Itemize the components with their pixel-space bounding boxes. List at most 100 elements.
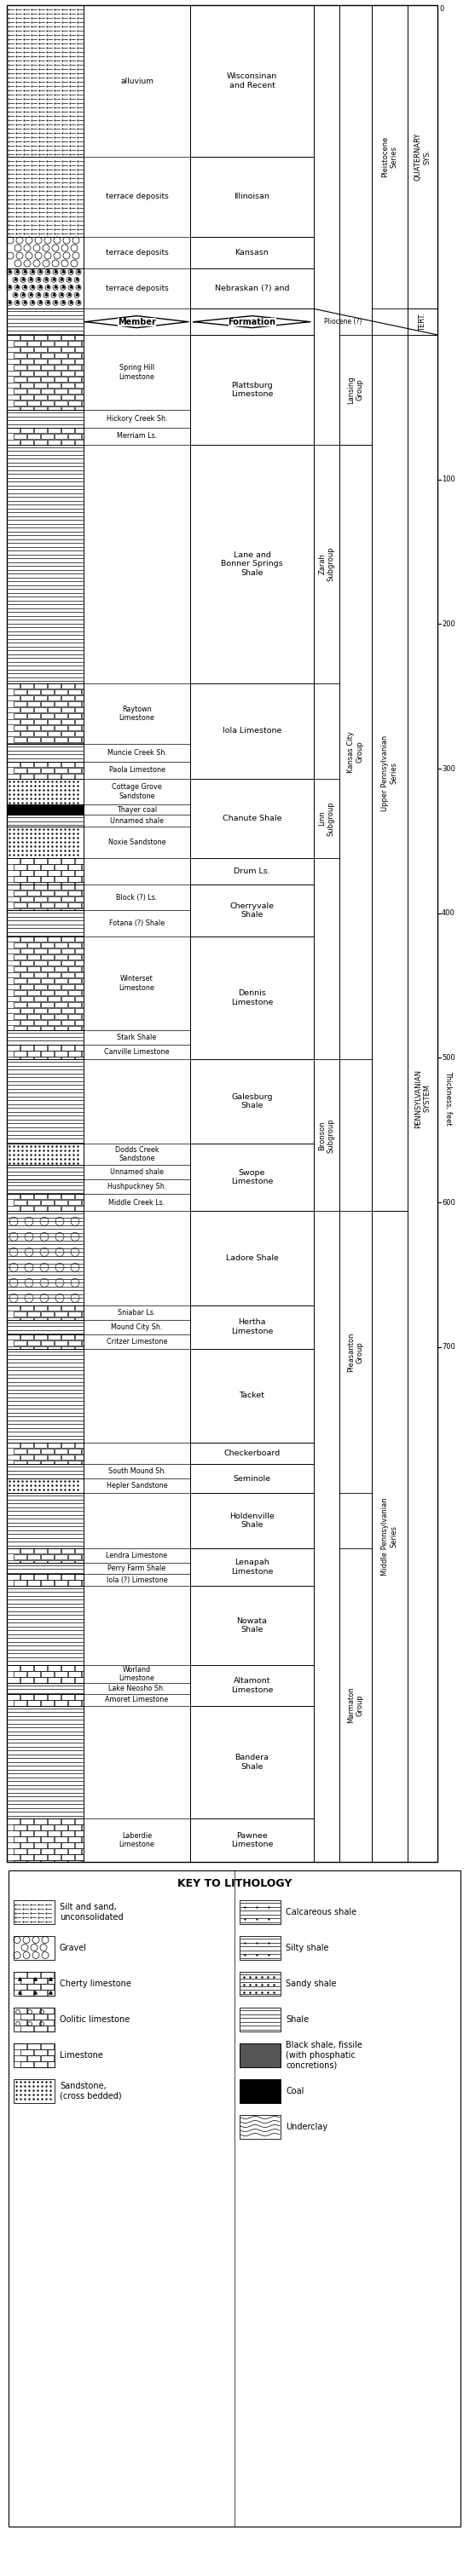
Bar bbox=[14, 2020, 27, 2025]
Text: Dodds Creek
Sandstone: Dodds Creek Sandstone bbox=[115, 1146, 159, 1162]
Bar bbox=[41, 989, 54, 997]
Bar bbox=[7, 348, 20, 353]
Bar bbox=[34, 984, 47, 989]
Bar bbox=[75, 884, 83, 889]
Bar bbox=[41, 902, 54, 907]
Bar bbox=[21, 719, 33, 724]
Bar bbox=[27, 2020, 40, 2025]
Bar bbox=[82, 724, 83, 732]
Bar bbox=[7, 1164, 83, 1180]
Bar bbox=[75, 394, 83, 399]
Text: Linn
Subgroup: Linn Subgroup bbox=[318, 801, 335, 835]
Bar bbox=[68, 389, 81, 394]
Bar bbox=[21, 384, 33, 389]
Bar bbox=[82, 366, 83, 371]
Bar bbox=[27, 1700, 40, 1705]
Bar bbox=[34, 696, 47, 701]
Text: Calcareous shale: Calcareous shale bbox=[286, 1909, 356, 1917]
Bar bbox=[14, 866, 27, 871]
Bar bbox=[41, 1672, 54, 1677]
Bar bbox=[14, 1984, 27, 1989]
Text: Critzer Limestone: Critzer Limestone bbox=[106, 1337, 167, 1345]
Bar bbox=[61, 762, 75, 768]
Bar bbox=[48, 1989, 54, 1996]
Bar bbox=[27, 389, 40, 394]
Bar bbox=[14, 714, 27, 719]
Bar bbox=[34, 1978, 47, 1984]
Bar bbox=[27, 737, 40, 742]
Bar bbox=[240, 2007, 280, 2032]
Bar bbox=[61, 1193, 75, 1200]
Bar bbox=[75, 371, 83, 376]
Bar bbox=[14, 2007, 27, 2014]
Bar bbox=[34, 2050, 47, 2056]
Bar bbox=[7, 1587, 83, 1664]
Text: Merriam Ls.: Merriam Ls. bbox=[117, 433, 157, 440]
Bar bbox=[68, 891, 81, 896]
Bar bbox=[75, 1193, 83, 1200]
Bar bbox=[68, 902, 81, 907]
Bar bbox=[14, 989, 27, 997]
Text: Spring Hill
Limestone: Spring Hill Limestone bbox=[119, 363, 155, 381]
Bar bbox=[68, 1850, 81, 1855]
Bar bbox=[61, 1842, 75, 1847]
Bar bbox=[41, 1850, 54, 1855]
Bar bbox=[34, 407, 47, 410]
Bar bbox=[48, 1020, 61, 1025]
Bar bbox=[75, 1842, 83, 1847]
Bar bbox=[34, 971, 47, 979]
Bar bbox=[14, 1340, 27, 1345]
Bar bbox=[7, 157, 83, 237]
Bar bbox=[75, 1574, 83, 1579]
Bar bbox=[61, 1855, 75, 1860]
Bar bbox=[7, 814, 83, 827]
Bar bbox=[54, 1824, 68, 1829]
Bar bbox=[7, 1193, 20, 1200]
Bar bbox=[68, 1824, 81, 1829]
Bar bbox=[34, 1334, 47, 1340]
Bar bbox=[48, 2050, 54, 2056]
Text: Formation: Formation bbox=[228, 317, 276, 327]
Bar bbox=[75, 1695, 83, 1700]
Text: Black shale, fissile
(with phosphatic
concretions): Black shale, fissile (with phosphatic co… bbox=[286, 2040, 362, 2069]
Bar bbox=[7, 1832, 20, 1837]
Text: Iola (?) Limestone: Iola (?) Limestone bbox=[106, 1577, 167, 1584]
Bar bbox=[7, 1334, 20, 1340]
Bar bbox=[7, 938, 83, 1030]
Bar bbox=[61, 1046, 75, 1051]
Bar bbox=[14, 1553, 27, 1558]
Bar bbox=[41, 943, 54, 948]
Bar bbox=[34, 1664, 47, 1672]
Bar bbox=[68, 1025, 81, 1030]
Bar bbox=[61, 1574, 75, 1579]
Bar bbox=[7, 1494, 83, 1548]
Bar bbox=[61, 428, 75, 433]
Text: Cherty limestone: Cherty limestone bbox=[60, 1978, 131, 1989]
Bar bbox=[7, 5, 83, 157]
Bar bbox=[75, 1007, 83, 1012]
Bar bbox=[61, 871, 75, 876]
Bar bbox=[82, 376, 83, 381]
Text: Nowata
Shale: Nowata Shale bbox=[237, 1618, 267, 1633]
Bar bbox=[75, 1664, 83, 1672]
Bar bbox=[7, 358, 20, 363]
Bar bbox=[21, 1046, 33, 1051]
Bar bbox=[21, 884, 33, 889]
Bar bbox=[7, 1164, 83, 1180]
Bar bbox=[27, 1340, 40, 1345]
Bar bbox=[7, 1677, 20, 1682]
Bar bbox=[75, 1020, 83, 1025]
Bar bbox=[48, 1193, 61, 1200]
Bar bbox=[21, 1306, 33, 1311]
Bar bbox=[41, 1340, 54, 1345]
Bar bbox=[61, 896, 75, 902]
Bar bbox=[68, 1672, 81, 1677]
Text: Upper Pennsylvanian
Series: Upper Pennsylvanian Series bbox=[381, 734, 398, 811]
Bar bbox=[34, 358, 47, 363]
Bar bbox=[34, 708, 47, 714]
Bar bbox=[54, 768, 68, 773]
Bar bbox=[75, 1819, 83, 1824]
Bar bbox=[48, 1664, 61, 1672]
Bar bbox=[27, 1025, 40, 1030]
Text: Member: Member bbox=[118, 317, 156, 327]
